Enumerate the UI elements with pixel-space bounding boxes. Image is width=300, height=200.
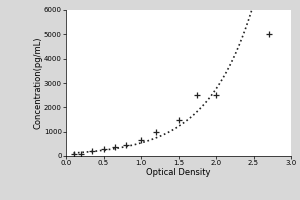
X-axis label: Optical Density: Optical Density	[146, 168, 211, 177]
Y-axis label: Concentration(pg/mL): Concentration(pg/mL)	[33, 37, 42, 129]
